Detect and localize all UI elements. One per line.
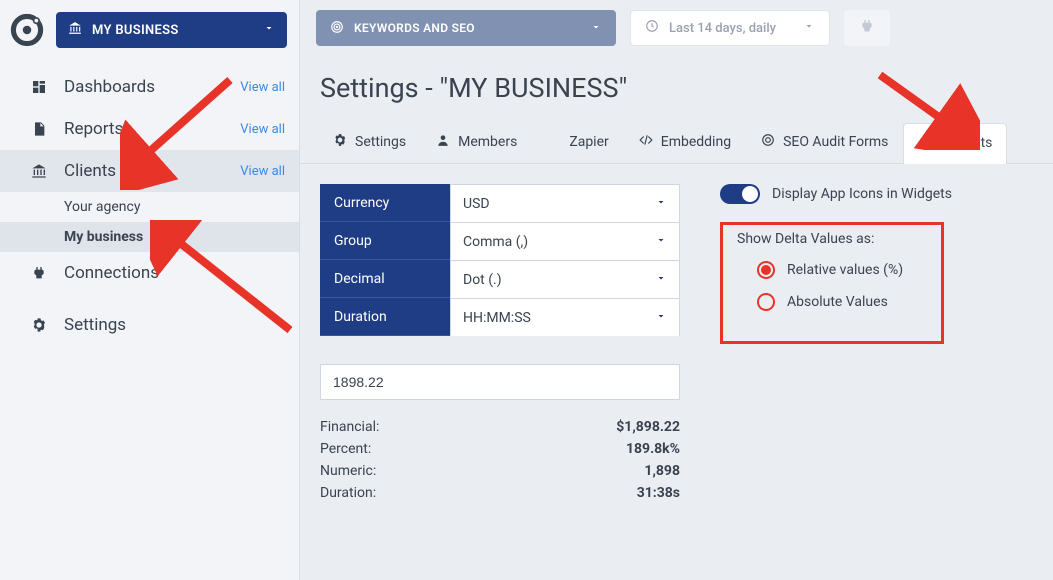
caret-down-icon: [263, 22, 275, 38]
format-results: Financial: $1,898.22 Percent: 189.8k% Nume…: [320, 416, 680, 504]
caret-down-icon: [803, 20, 815, 36]
result-label: Numeric:: [320, 460, 376, 482]
delta-title: Show Delta Values as:: [737, 231, 927, 247]
client-my-business[interactable]: My business: [0, 222, 299, 252]
select-value: Dot (.): [463, 272, 502, 288]
result-value: 31:38s: [637, 482, 680, 504]
toggle-label: Display App Icons in Widgets: [772, 186, 952, 202]
bank-icon: [68, 21, 82, 39]
display-icons-toggle[interactable]: [720, 184, 760, 204]
radio-absolute[interactable]: Absolute Values: [757, 293, 927, 311]
radio-icon: [757, 293, 775, 311]
bank-icon: [28, 163, 50, 179]
metric-label: KEYWORDS AND SEO: [354, 21, 475, 35]
result-value: 1,898: [644, 460, 680, 482]
caret-down-icon: [655, 196, 667, 212]
result-label: Duration:: [320, 482, 376, 504]
app-logo: [10, 13, 44, 47]
code-icon: [639, 133, 653, 151]
tab-formats[interactable]: Formats: [903, 123, 1007, 164]
nav-settings[interactable]: Settings: [0, 304, 299, 346]
radio-icon: [757, 261, 775, 279]
target-icon: [330, 20, 344, 37]
radio-relative[interactable]: Relative values (%): [757, 261, 927, 279]
tab-label: Members: [458, 134, 517, 150]
sub-label: Your agency: [64, 199, 140, 215]
tabs: Settings Members Zapier Embedding SEO Au…: [300, 122, 1053, 164]
result-value: 189.8k%: [626, 438, 680, 460]
result-label: Percent:: [320, 438, 371, 460]
business-label: MY BUSINESS: [92, 23, 179, 38]
result-value: $1,898.22: [616, 416, 680, 438]
tab-embedding[interactable]: Embedding: [624, 122, 746, 163]
currency-select[interactable]: USD: [450, 184, 680, 222]
select-value: Comma (,): [463, 234, 528, 250]
sidebar: MY BUSINESS Dashboards View all Reports …: [0, 0, 300, 580]
select-value: USD: [463, 196, 490, 212]
daterange-label: Last 14 days, daily: [669, 21, 776, 36]
tab-label: Formats: [940, 135, 992, 151]
nav-reports[interactable]: Reports View all: [0, 108, 299, 150]
tab-label: Settings: [355, 134, 406, 150]
topbar: KEYWORDS AND SEO Last 14 days, daily: [300, 0, 1053, 56]
plug-icon: [28, 265, 50, 281]
currency-label: Currency: [320, 184, 450, 222]
nav-dashboards[interactable]: Dashboards View all: [0, 66, 299, 108]
result-label: Financial:: [320, 416, 379, 438]
page-title: Settings - "MY BUSINESS": [300, 56, 1053, 122]
view-all-link[interactable]: View all: [240, 164, 285, 179]
dashboard-icon: [28, 79, 50, 95]
select-value: HH:MM:SS: [463, 310, 531, 326]
group-select[interactable]: Comma (,): [450, 222, 680, 260]
business-dropdown[interactable]: MY BUSINESS: [56, 12, 287, 48]
group-label: Group: [320, 222, 450, 260]
tab-settings[interactable]: Settings: [318, 122, 421, 163]
radio-label: Absolute Values: [787, 294, 888, 310]
caret-down-icon: [655, 234, 667, 250]
clock-icon: [645, 19, 659, 37]
formats-form: Currency USD Group Comma (,): [320, 184, 680, 504]
plug-button[interactable]: [844, 10, 890, 46]
caret-down-icon: [655, 272, 667, 288]
tab-label: Embedding: [661, 134, 731, 150]
nav-label: Clients: [64, 161, 116, 181]
decimal-select[interactable]: Dot (.): [450, 260, 680, 298]
tab-members[interactable]: Members: [421, 122, 532, 163]
client-your-agency[interactable]: Your agency: [0, 192, 299, 222]
tab-label: SEO Audit Forms: [783, 134, 888, 150]
sub-label: My business: [64, 229, 143, 245]
gear-icon: [28, 317, 50, 333]
nav-clients[interactable]: Clients View all: [0, 150, 299, 192]
decimal-label: Decimal: [320, 260, 450, 298]
radio-label: Relative values (%): [787, 262, 903, 278]
duration-label: Duration: [320, 298, 450, 336]
view-all-link[interactable]: View all: [240, 80, 285, 95]
tab-label: Zapier: [569, 134, 608, 150]
view-all-link[interactable]: View all: [240, 122, 285, 137]
audit-icon: [761, 133, 775, 151]
nav-label: Reports: [64, 119, 123, 139]
daterange-dropdown[interactable]: Last 14 days, daily: [630, 10, 830, 46]
formats-options: Display App Icons in Widgets Show Delta …: [720, 184, 952, 504]
nav-label: Settings: [64, 315, 126, 335]
tab-zapier[interactable]: Zapier: [532, 122, 623, 163]
user-icon: [436, 133, 450, 151]
gear-icon: [333, 133, 347, 151]
plug-icon: [859, 18, 875, 38]
chart-icon: [918, 134, 932, 152]
caret-down-icon: [655, 310, 667, 326]
report-icon: [28, 121, 50, 137]
main: KEYWORDS AND SEO Last 14 days, daily Set…: [300, 0, 1053, 580]
nav-label: Connections: [64, 263, 159, 283]
duration-select[interactable]: HH:MM:SS: [450, 298, 680, 336]
nav-connections[interactable]: Connections: [0, 252, 299, 294]
zapier-icon: [547, 133, 561, 151]
caret-down-icon: [590, 21, 602, 36]
metric-dropdown[interactable]: KEYWORDS AND SEO: [316, 10, 616, 46]
sample-input[interactable]: [320, 364, 680, 400]
nav-label: Dashboards: [64, 77, 155, 97]
tab-seo-audit[interactable]: SEO Audit Forms: [746, 122, 903, 163]
delta-values-box: Show Delta Values as: Relative values (%…: [720, 222, 944, 344]
